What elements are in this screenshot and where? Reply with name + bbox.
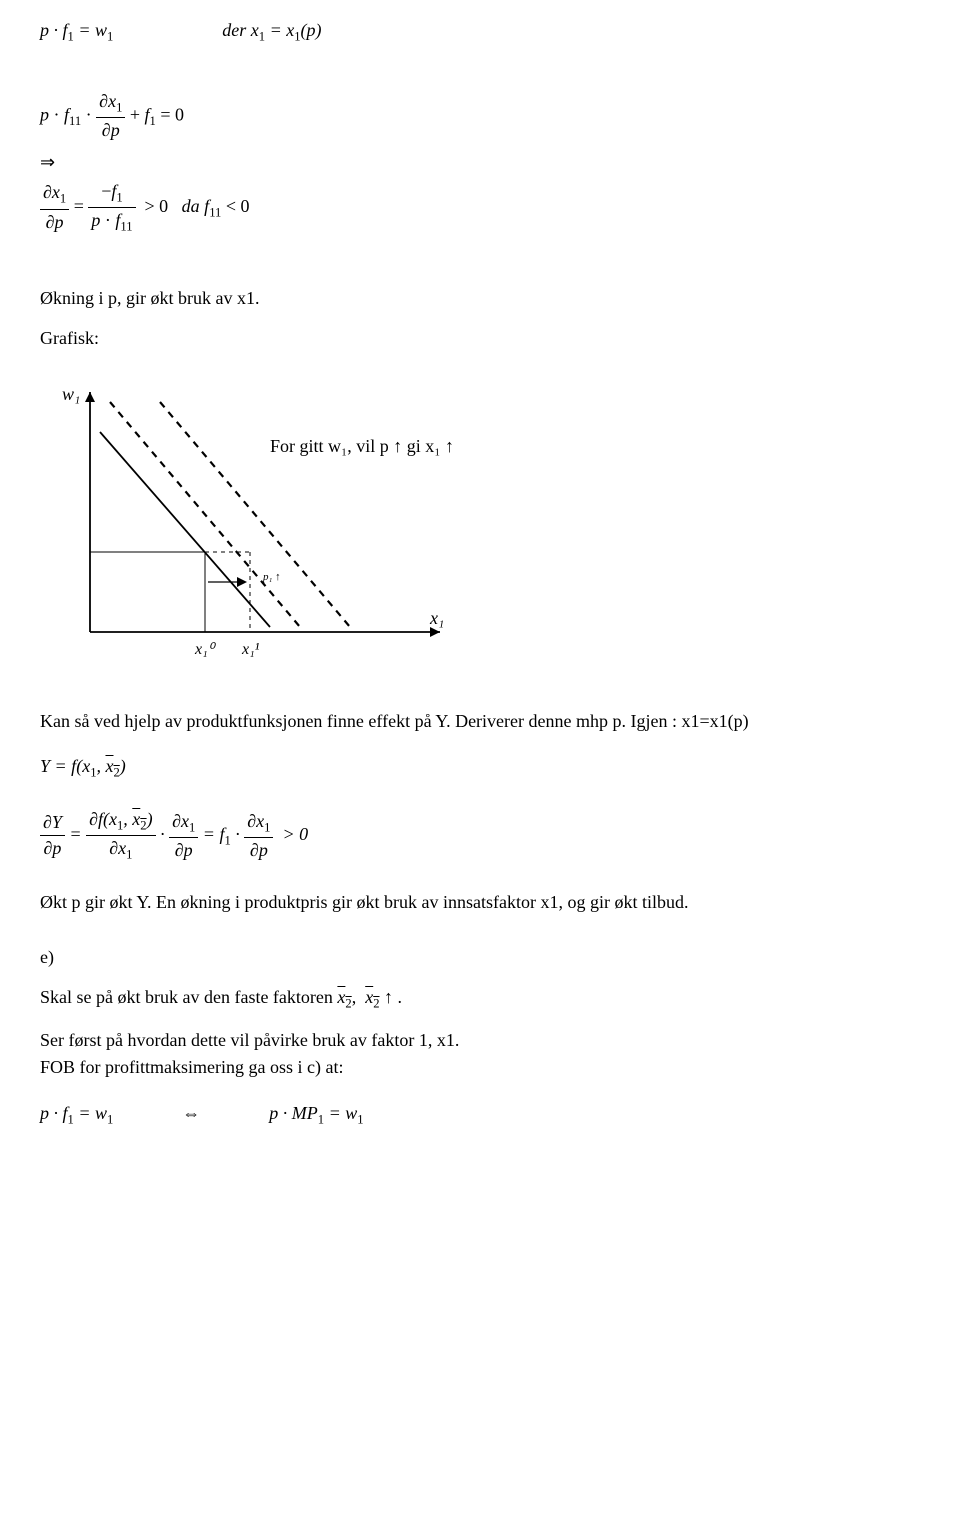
eq5-left: p · f1 = w1 [40, 1103, 113, 1123]
eq2-line2: ∂x1∂p = −f1p · f11 > 0 da f11 < 0 [40, 179, 920, 236]
eq2-arrow: ⇒ [40, 150, 920, 175]
eq1-right: der x1 = x1(p) [222, 20, 321, 40]
eq5-right: p · MP1 = w1 [269, 1103, 363, 1123]
equation-2-block: p · f11 · ∂x1∂p + f1 = 0 ⇒ ∂x1∂p = −f1p … [40, 89, 920, 236]
chart-container: w₁ x₁ x₁⁰ x₁¹ p₁ ↑ For gitt w₁, vil p ↑ gi x₁… [40, 372, 920, 679]
equation-3: Y = f(x1, x2) [40, 754, 920, 782]
para5-a: Skal se på økt bruk av den faste faktore… [40, 987, 337, 1007]
svg-text:For gitt w₁, vil p ↑ gi x₁ ↑: For gitt w₁, vil p ↑ gi x₁ ↑ [270, 436, 454, 456]
svg-text:p₁ ↑: p₁ ↑ [262, 571, 281, 583]
svg-text:x₁¹: x₁¹ [241, 641, 260, 658]
para-4: Økt p gir økt Y. En økning i produktpris… [40, 890, 920, 915]
para5-b: x2, x2 ↑ . [337, 987, 402, 1007]
svg-text:w₁: w₁ [62, 384, 80, 404]
para-2: Grafisk: [40, 326, 920, 351]
eq5-mid: ⇔ [182, 1103, 200, 1123]
eq1-left: p · f1 = w1 [40, 20, 113, 40]
equation-4: ∂Y∂p = ∂f(x1, x2)∂x1 · ∂x1∂p = f1 · ∂x1∂… [40, 807, 920, 864]
para-3: Kan så ved hjelp av produktfunksjonen fi… [40, 709, 920, 734]
svg-text:x₁: x₁ [429, 608, 444, 628]
para-6: Ser først på hvordan dette vil påvirke b… [40, 1028, 920, 1053]
demand-chart: w₁ x₁ x₁⁰ x₁¹ p₁ ↑ For gitt w₁, vil p ↑ gi x₁… [40, 372, 510, 672]
para-1: Økning i p, gir økt bruk av x1. [40, 286, 920, 311]
section-e: e) [40, 945, 920, 970]
para-5: Skal se på økt bruk av den faste faktore… [40, 985, 920, 1013]
svg-text:x₁⁰: x₁⁰ [194, 641, 217, 658]
equation-5: p · f1 = w1 ⇔ p · MP1 = w1 [40, 1101, 920, 1129]
equation-1: p · f1 = w1 der x1 = x1(p) [40, 18, 920, 46]
eq2-line1: p · f11 · ∂x1∂p + f1 = 0 [40, 89, 920, 143]
para-7: FOB for profittmaksimering ga oss i c) a… [40, 1055, 920, 1080]
